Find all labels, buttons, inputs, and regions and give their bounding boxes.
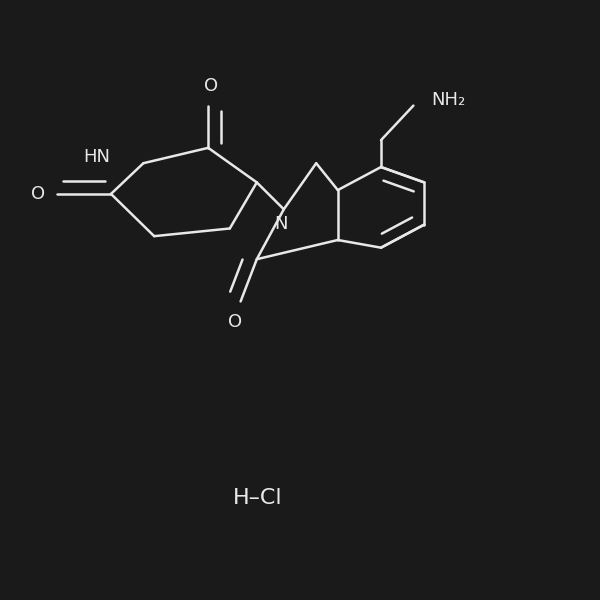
Text: H–Cl: H–Cl	[233, 488, 283, 508]
Text: HN: HN	[83, 148, 110, 166]
Text: O: O	[204, 77, 218, 95]
Text: O: O	[31, 185, 45, 203]
Text: NH₂: NH₂	[431, 91, 466, 109]
Text: N: N	[274, 215, 287, 233]
Text: O: O	[227, 313, 242, 331]
